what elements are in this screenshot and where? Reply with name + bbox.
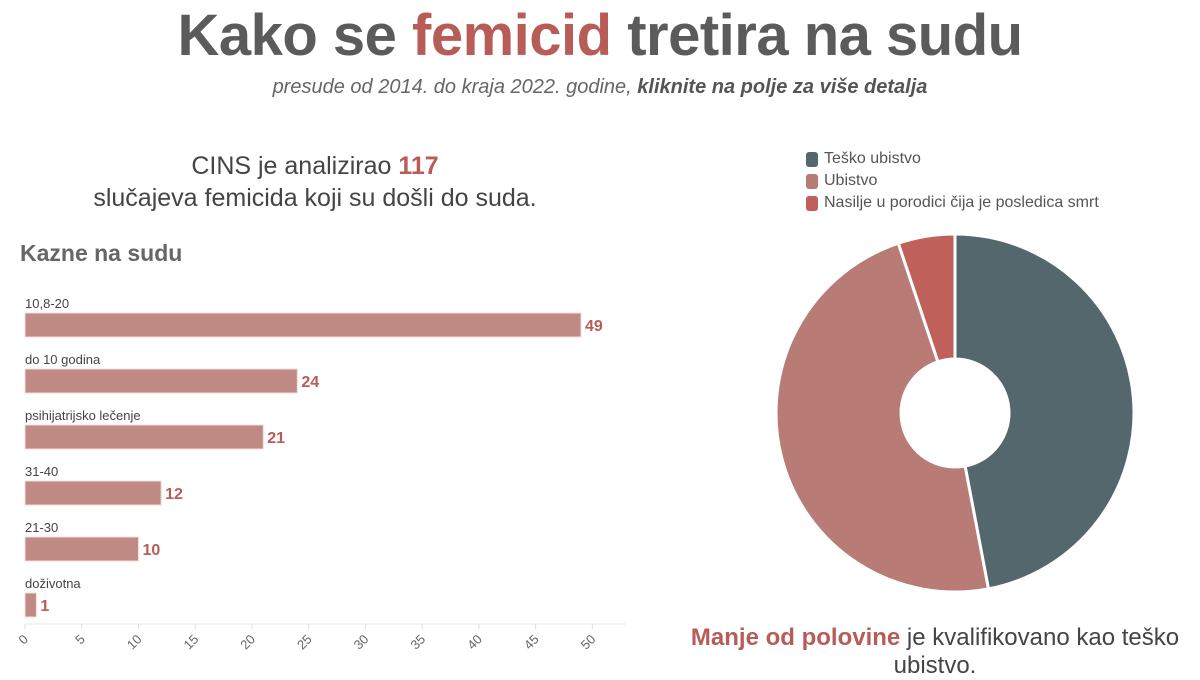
- bar-label: 10,8-20: [25, 296, 69, 311]
- bar[interactable]: [24, 592, 37, 618]
- bar-value: 1: [40, 598, 49, 615]
- bar-value: 10: [142, 542, 160, 559]
- bottom-note: Manje od polovine je kvalifikovano kao t…: [690, 624, 1180, 679]
- x-tick-label: 40: [464, 632, 485, 653]
- bar[interactable]: [24, 368, 298, 394]
- donut-slice[interactable]: [896, 232, 957, 364]
- legend-swatch: [806, 195, 818, 211]
- x-tick-label: 15: [180, 632, 201, 653]
- x-tick-label: 0: [15, 632, 31, 648]
- bar-value: 24: [301, 374, 319, 391]
- x-tick-label: 50: [578, 632, 599, 653]
- bar-chart: 10,8-20 49 do 10 godina 24 psihijatrijsko le…: [15, 296, 626, 653]
- x-tick-label: 5: [72, 632, 88, 648]
- x-tick-label: 45: [521, 632, 542, 653]
- legend-item-ubistvo[interactable]: Ubistvo: [806, 170, 1099, 192]
- legend-swatch: [806, 173, 818, 189]
- page-title: Kako se femicid tretira na sudu: [177, 3, 1023, 68]
- x-tick-label: 25: [294, 632, 315, 653]
- donut-slice[interactable]: [774, 241, 991, 594]
- subtitle: presude od 2014. do kraja 2022. godine, …: [272, 76, 928, 98]
- bar[interactable]: [24, 536, 139, 562]
- bar-value: 49: [585, 318, 603, 335]
- legend-item-tesko[interactable]: Teško ubistvo: [806, 148, 1099, 170]
- x-tick-label: 20: [237, 632, 258, 653]
- bar[interactable]: [24, 480, 162, 506]
- bar-label: psihijatrijsko lečenje: [25, 408, 141, 423]
- x-tick-label: 10: [124, 632, 145, 653]
- bar-label: 31-40: [25, 464, 58, 479]
- donut-chart: [774, 232, 1136, 594]
- bar-label: 21-30: [25, 520, 58, 535]
- bar-label: doživotna: [25, 576, 81, 591]
- legend-swatch: [806, 151, 818, 167]
- bar-label: do 10 godina: [25, 352, 101, 367]
- x-tick-label: 30: [351, 632, 372, 653]
- donut-slice[interactable]: [953, 232, 1136, 591]
- bar-value: 12: [165, 486, 183, 503]
- legend-item-nasilje[interactable]: Nasilje u porodici čija je posledica smr…: [806, 192, 1099, 214]
- bar-chart-title: Kazne na sudu: [20, 240, 183, 266]
- bar-value: 21: [267, 430, 285, 447]
- bar[interactable]: [24, 312, 582, 338]
- intro-text: CINS je analizirao 117 slučajeva femicida…: [93, 152, 537, 212]
- x-tick-label: 35: [407, 632, 428, 653]
- pie-legend: Teško ubistvo Ubistvo Nasilje u porodici…: [806, 148, 1099, 214]
- bar[interactable]: [24, 424, 264, 450]
